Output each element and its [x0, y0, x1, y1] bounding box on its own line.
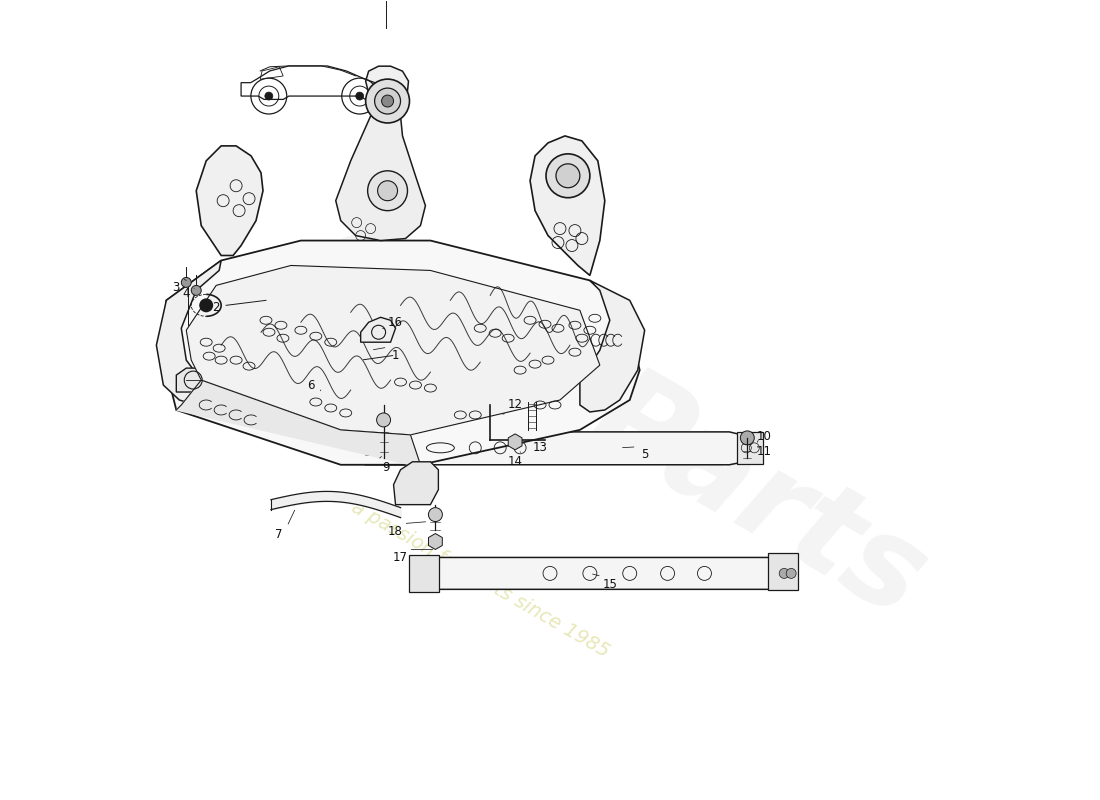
- Text: 7: 7: [275, 528, 283, 541]
- Circle shape: [182, 278, 191, 287]
- Text: 9: 9: [382, 462, 389, 474]
- Text: 17: 17: [393, 551, 408, 564]
- Polygon shape: [336, 116, 426, 241]
- Circle shape: [355, 92, 364, 100]
- Text: 12: 12: [507, 398, 522, 411]
- Text: 13: 13: [532, 442, 548, 454]
- Polygon shape: [162, 241, 640, 465]
- Circle shape: [556, 164, 580, 188]
- Text: 5: 5: [641, 448, 648, 462]
- Polygon shape: [156, 261, 221, 405]
- Polygon shape: [365, 66, 408, 121]
- Text: 14: 14: [507, 455, 522, 468]
- Polygon shape: [580, 281, 645, 412]
- Polygon shape: [176, 375, 590, 422]
- Polygon shape: [416, 558, 798, 590]
- Polygon shape: [176, 380, 420, 465]
- Circle shape: [375, 88, 400, 114]
- Text: euroParts: euroParts: [293, 196, 947, 643]
- Circle shape: [367, 170, 407, 210]
- Text: 1: 1: [392, 349, 399, 362]
- Circle shape: [428, 508, 442, 522]
- Circle shape: [546, 154, 590, 198]
- Text: 16: 16: [388, 316, 403, 329]
- Text: 2: 2: [212, 301, 220, 314]
- Circle shape: [786, 569, 796, 578]
- FancyBboxPatch shape: [737, 432, 763, 464]
- Circle shape: [265, 92, 273, 100]
- Polygon shape: [186, 266, 600, 435]
- FancyBboxPatch shape: [409, 555, 439, 592]
- Polygon shape: [394, 462, 439, 505]
- Text: 4: 4: [183, 287, 190, 300]
- Circle shape: [376, 413, 390, 427]
- Polygon shape: [176, 368, 211, 392]
- Circle shape: [740, 431, 755, 445]
- Circle shape: [365, 79, 409, 123]
- Text: 6: 6: [307, 378, 315, 391]
- Circle shape: [779, 569, 789, 578]
- Circle shape: [199, 298, 213, 312]
- Text: 15: 15: [603, 578, 617, 591]
- Polygon shape: [196, 146, 263, 255]
- FancyBboxPatch shape: [768, 554, 799, 590]
- Circle shape: [382, 95, 394, 107]
- Polygon shape: [365, 425, 398, 455]
- Text: 3: 3: [173, 281, 180, 294]
- Text: a passion for parts since 1985: a passion for parts since 1985: [348, 498, 613, 662]
- Text: 11: 11: [757, 446, 772, 458]
- Text: 10: 10: [757, 430, 772, 443]
- Circle shape: [377, 181, 397, 201]
- Polygon shape: [365, 432, 757, 465]
- Text: 18: 18: [388, 525, 403, 538]
- Polygon shape: [361, 318, 396, 342]
- Polygon shape: [530, 136, 605, 275]
- Circle shape: [191, 286, 201, 295]
